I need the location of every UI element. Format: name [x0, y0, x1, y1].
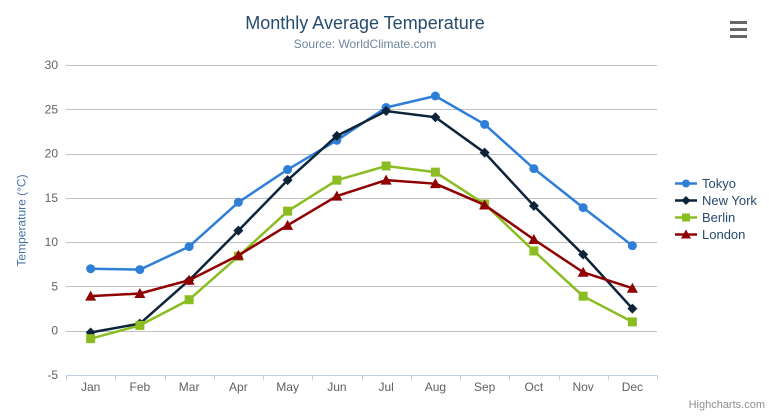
series-marker-triangle	[577, 266, 589, 277]
series-marker-square	[578, 291, 588, 301]
legend-item-berlin[interactable]: Berlin	[674, 209, 757, 226]
legend: Tokyo New York Berlin London	[674, 175, 757, 243]
series-marker-diamond	[681, 196, 691, 205]
series-marker-diamond	[381, 106, 392, 117]
y-axis-title: Temperature (°C)	[14, 174, 29, 267]
series-marker-triangle	[232, 249, 244, 260]
chart-subtitle: Source: WorldClimate.com	[293, 37, 437, 51]
legend-marker-diamond-icon	[675, 196, 697, 205]
series-line-london	[89, 178, 634, 298]
legend-marker-square-icon	[675, 213, 697, 222]
series-marker-circle	[135, 265, 145, 275]
series-marker-diamond	[578, 249, 589, 260]
series-marker-triangle	[681, 229, 691, 239]
series-marker-square	[283, 206, 293, 216]
legend-marker-triangle-icon	[675, 229, 697, 239]
legend-label: New York	[702, 193, 757, 208]
legend-marker-circle-icon	[675, 179, 697, 188]
series-line-berlin	[89, 164, 634, 340]
x-axis-label: Aug	[425, 380, 446, 394]
series-marker-triangle	[429, 178, 441, 189]
x-axis-label: Dec	[622, 380, 643, 394]
series-marker-diamond	[282, 175, 293, 186]
series-tokyo[interactable]	[86, 91, 637, 275]
axis-labels: -5 0 5 10 15 20 25 30 Jan Feb Mar Apr May Jun Jul Aug Se…	[45, 58, 643, 394]
series-marker-circle	[682, 179, 690, 188]
hamburger-icon	[730, 21, 747, 24]
series-marker-triangle	[626, 282, 638, 293]
series-marker-diamond	[528, 200, 539, 211]
x-axis-label: Oct	[525, 380, 544, 394]
y-axis-label: 20	[45, 147, 59, 161]
series-marker-square	[430, 167, 440, 177]
series-marker-circle	[86, 264, 96, 274]
series-marker-square	[381, 161, 391, 171]
y-axis-label: 25	[45, 102, 59, 116]
hamburger-icon	[730, 35, 747, 38]
series-marker-diamond	[479, 147, 490, 158]
series-marker-square	[184, 295, 194, 305]
series-marker-diamond	[430, 112, 441, 123]
series-marker-square	[627, 317, 637, 327]
context-menu-button[interactable]	[730, 21, 752, 38]
y-axis-label: -5	[47, 368, 58, 382]
x-axis-label: Sep	[474, 380, 496, 394]
series-marker-circle	[529, 164, 539, 174]
series-marker-triangle	[134, 288, 146, 299]
series-marker-circle	[627, 241, 637, 251]
series-new-york[interactable]	[85, 106, 638, 338]
x-axis	[66, 375, 658, 381]
x-axis-label: Apr	[229, 380, 248, 394]
credits-link[interactable]: Highcharts.com	[688, 399, 765, 411]
series-marker-square	[529, 246, 539, 256]
series-marker-diamond	[627, 303, 638, 314]
legend-item-tokyo[interactable]: Tokyo	[674, 175, 757, 192]
x-axis-label: Jun	[327, 380, 346, 394]
legend-label: Berlin	[702, 210, 736, 225]
series-line-new-york	[89, 109, 634, 334]
series-marker-circle	[233, 197, 243, 207]
series-marker-diamond	[331, 130, 342, 141]
y-axis-label: 15	[45, 191, 59, 205]
y-axis-label: 10	[45, 235, 59, 249]
series-london[interactable]	[85, 174, 638, 301]
series-marker-circle	[480, 119, 490, 129]
series-line-tokyo	[89, 94, 634, 271]
y-axis-label: 5	[51, 279, 58, 293]
x-axis-label: Nov	[572, 380, 593, 394]
legend-item-new-york[interactable]: New York	[674, 192, 757, 209]
legend-label: London	[702, 227, 746, 242]
x-axis-label: Jul	[378, 380, 393, 394]
x-axis-label: Mar	[179, 380, 200, 394]
chart-title: Monthly Average Temperature	[245, 13, 485, 33]
series-marker-triangle	[528, 233, 540, 244]
series-marker-square	[86, 334, 96, 344]
x-axis-label: May	[276, 380, 299, 394]
series-marker-diamond	[233, 225, 244, 236]
hamburger-icon	[730, 28, 747, 31]
series-marker-circle	[283, 165, 293, 175]
series-marker-square	[135, 320, 145, 330]
legend-item-london[interactable]: London	[674, 226, 757, 243]
series-marker-square	[682, 213, 690, 222]
series-marker-triangle	[282, 219, 294, 230]
series-marker-triangle	[479, 199, 491, 210]
y-axis-label: 0	[51, 324, 58, 338]
series-marker-triangle	[380, 174, 392, 185]
gridlines	[66, 65, 657, 376]
series-marker-circle	[430, 91, 440, 101]
y-axis-label: 30	[45, 58, 59, 72]
series-marker-circle	[578, 203, 588, 213]
series-marker-triangle	[331, 190, 343, 201]
series-marker-triangle	[85, 290, 97, 301]
series-marker-circle	[184, 242, 194, 252]
x-axis-label: Feb	[130, 380, 151, 394]
x-axis-label: Jan	[81, 380, 100, 394]
legend-label: Tokyo	[702, 176, 736, 191]
series-marker-square	[332, 175, 342, 185]
series-marker-triangle	[183, 274, 195, 285]
